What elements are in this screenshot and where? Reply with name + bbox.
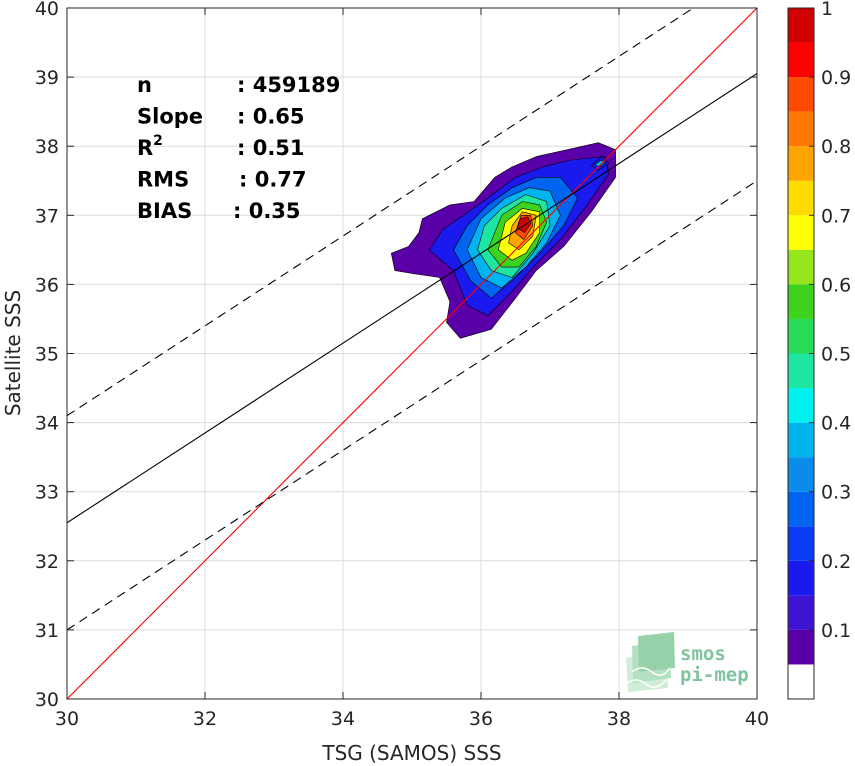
colorbar-segment: [788, 284, 814, 319]
colorbar-segment: [788, 318, 814, 354]
colorbar: 0.1 0.2 0.3 0.4 0.5 0.6 0.7 0.8 0.9 1: [787, 0, 851, 700]
stat-label: n: [137, 73, 152, 97]
colorbar-segment: [788, 664, 814, 699]
grid: [67, 8, 757, 699]
stat-value: : 459189: [237, 73, 340, 97]
colorbar-segment: [788, 422, 814, 458]
y-tick-label: 39: [35, 67, 59, 89]
colorbar-segment: [788, 353, 814, 389]
colorbar-tick-label: 1: [821, 0, 833, 20]
colorbar-tick-label: 0.6: [821, 274, 851, 296]
colorbar-segment: [788, 595, 814, 630]
y-tick-label: 31: [35, 620, 59, 642]
y-tick-label: 33: [35, 482, 59, 504]
regression-lines: [67, 8, 757, 699]
stat-label: RMS: [137, 168, 189, 192]
x-axis-ticks: 30 32 34 36 38 40: [55, 8, 769, 730]
y-tick-label: 35: [35, 344, 59, 366]
colorbar-tick-label: 0.4: [821, 413, 851, 435]
y-tick-label: 38: [35, 136, 59, 158]
x-tick-label: 38: [607, 708, 631, 730]
colorbar-tick-label: 0.3: [821, 482, 851, 504]
stat-value: : 0.35: [233, 199, 301, 223]
x-tick-label: 34: [331, 708, 355, 730]
y-tick-label: 30: [35, 689, 59, 711]
line-1:1: [67, 8, 757, 699]
y-tick-label: 34: [35, 413, 59, 435]
x-tick-label: 30: [55, 708, 79, 730]
colorbar-segment: [788, 180, 814, 216]
stat-label: BIAS: [137, 199, 192, 223]
colorbar-tick-label: 0.8: [821, 136, 851, 158]
colorbar-segment: [788, 560, 814, 596]
colorbar-segment: [788, 457, 814, 492]
y-tick-label: 37: [35, 205, 59, 227]
colorbar-tick-label: 0.7: [821, 205, 851, 227]
colorbar-segment: [788, 77, 814, 112]
colorbar-segment: [788, 491, 814, 527]
y-tick-label: 40: [35, 0, 59, 20]
density-contours: [390, 142, 616, 339]
colorbar-segment: [788, 249, 814, 285]
colorbar-segment: [788, 8, 814, 43]
colorbar-segment: [788, 526, 814, 561]
logo-text-line1: smos: [680, 643, 726, 665]
logo: smos pi-mep: [625, 632, 749, 692]
x-axis-label: TSG (SAMOS) SSS: [321, 741, 501, 765]
logo-text-line2: pi-mep: [680, 664, 749, 686]
y-axis-ticks: 30 31 32 33 34 35 36 37 38 39 40: [35, 0, 757, 711]
colorbar-tick-label: 0.1: [821, 620, 851, 642]
colorbar-segment: [788, 146, 814, 181]
line-upper: [67, 8, 695, 417]
x-tick-label: 40: [745, 708, 769, 730]
colorbar-tick-label: 0.9: [821, 67, 851, 89]
x-tick-label: 36: [469, 708, 493, 730]
y-axis-label: Satellite SSS: [1, 290, 25, 416]
logo-wave-icon: [625, 632, 675, 692]
stat-value: : 0.77: [239, 168, 307, 192]
colorbar-segment: [788, 111, 814, 147]
line-lower: [67, 180, 757, 631]
colorbar-segment: [788, 215, 814, 250]
colorbar-segment: [788, 388, 814, 423]
colorbar-tick-label: 0.2: [821, 551, 851, 573]
density-contour: [594, 159, 606, 168]
stat-label-superscript: 2: [153, 133, 163, 149]
colorbar-tick-label: 0.5: [821, 344, 851, 366]
stat-label: Slope: [137, 105, 203, 129]
colorbar-segment: [788, 42, 814, 78]
x-tick-label: 32: [193, 708, 217, 730]
line-fit: [67, 73, 757, 524]
y-tick-label: 36: [35, 274, 59, 296]
stat-value: : 0.51: [237, 136, 305, 160]
colorbar-segment: [788, 629, 814, 665]
y-tick-label: 32: [35, 551, 59, 573]
stat-value: : 0.65: [237, 105, 305, 129]
